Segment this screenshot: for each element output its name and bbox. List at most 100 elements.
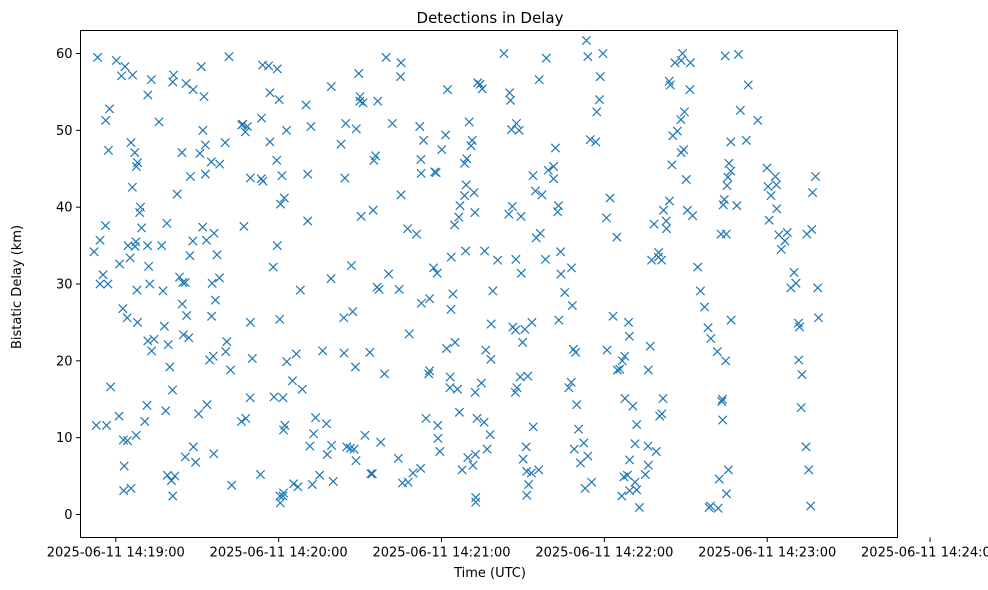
data-point xyxy=(813,283,823,293)
data-point xyxy=(658,205,669,215)
data-point xyxy=(462,154,472,164)
data-point xyxy=(201,235,212,245)
data-point xyxy=(630,477,640,487)
data-point xyxy=(534,465,544,475)
data-point xyxy=(703,323,713,333)
data-point xyxy=(479,417,489,427)
data-point xyxy=(464,117,474,127)
data-point xyxy=(457,465,467,475)
data-point xyxy=(459,191,470,201)
data-point xyxy=(722,181,732,191)
x-tick-label: 2025-06-11 14:22:00 xyxy=(535,546,673,561)
data-point xyxy=(416,168,426,179)
data-point xyxy=(301,100,311,110)
data-point xyxy=(646,255,657,265)
data-point xyxy=(307,479,317,490)
data-point xyxy=(640,469,650,480)
data-point xyxy=(585,134,595,145)
x-tick-label: 2025-06-11 14:23:00 xyxy=(698,546,836,561)
data-point xyxy=(672,126,682,136)
data-point xyxy=(310,413,321,423)
data-point xyxy=(677,48,688,59)
data-point xyxy=(387,118,397,129)
data-point xyxy=(670,58,680,68)
data-point xyxy=(200,169,210,179)
data-point xyxy=(467,135,477,145)
data-point xyxy=(485,429,495,440)
data-point xyxy=(459,158,470,169)
data-points xyxy=(89,35,824,513)
data-point xyxy=(274,95,284,105)
data-point xyxy=(127,182,137,192)
data-point xyxy=(658,393,668,404)
data-point xyxy=(583,451,593,461)
data-point xyxy=(437,144,447,155)
data-point xyxy=(560,287,570,298)
data-point xyxy=(221,346,231,357)
data-point xyxy=(159,321,169,331)
data-point xyxy=(721,356,731,366)
data-point xyxy=(804,465,814,475)
data-point xyxy=(393,453,403,464)
data-point xyxy=(132,317,143,328)
data-point xyxy=(125,253,135,263)
data-point xyxy=(556,247,566,257)
data-point xyxy=(535,228,545,238)
data-point xyxy=(592,107,602,117)
data-point xyxy=(177,148,187,158)
data-point xyxy=(654,247,664,258)
data-point xyxy=(528,422,538,432)
x-tick-label: 2025-06-11 14:19:00 xyxy=(47,546,185,561)
data-point xyxy=(202,399,212,410)
data-point xyxy=(706,333,716,344)
data-point xyxy=(526,468,536,478)
data-point xyxy=(198,222,208,232)
data-point xyxy=(339,348,349,358)
data-point xyxy=(256,113,267,123)
data-point xyxy=(676,114,686,125)
data-point xyxy=(295,285,305,295)
data-point xyxy=(178,277,188,288)
data-point xyxy=(126,483,136,493)
data-point xyxy=(282,356,292,367)
data-point xyxy=(516,211,526,222)
data-point xyxy=(454,212,464,222)
data-point xyxy=(351,124,361,134)
data-point xyxy=(566,377,576,387)
data-point xyxy=(643,365,653,375)
data-point xyxy=(466,141,476,151)
data-point xyxy=(305,441,315,451)
y-axis-ticks: 0 10 20 30 40 50 60 xyxy=(56,47,81,523)
data-point xyxy=(657,409,667,419)
data-point xyxy=(180,277,190,288)
data-point xyxy=(132,285,142,295)
data-point xyxy=(482,444,492,454)
data-point xyxy=(540,254,551,265)
data-point xyxy=(446,252,456,262)
data-point xyxy=(255,469,266,480)
data-point xyxy=(241,413,251,424)
data-point xyxy=(541,53,551,63)
data-point xyxy=(209,449,219,459)
data-point xyxy=(789,267,799,278)
x-tick-label: 2025-06-11 14:20:00 xyxy=(210,546,348,561)
data-point xyxy=(452,384,463,394)
data-point xyxy=(184,333,194,343)
data-point xyxy=(104,104,115,114)
data-point xyxy=(118,435,129,445)
data-point xyxy=(421,413,431,424)
data-point xyxy=(127,70,138,80)
data-point xyxy=(806,501,816,511)
data-point xyxy=(632,485,642,495)
data-point xyxy=(566,263,577,273)
data-point xyxy=(687,211,698,221)
data-point xyxy=(328,476,338,487)
data-point xyxy=(463,452,473,463)
data-point xyxy=(239,221,249,232)
data-point xyxy=(116,71,127,81)
data-point xyxy=(182,310,192,321)
data-point xyxy=(461,246,471,256)
data-point xyxy=(92,52,103,63)
data-point xyxy=(118,303,128,314)
data-point xyxy=(718,200,728,210)
